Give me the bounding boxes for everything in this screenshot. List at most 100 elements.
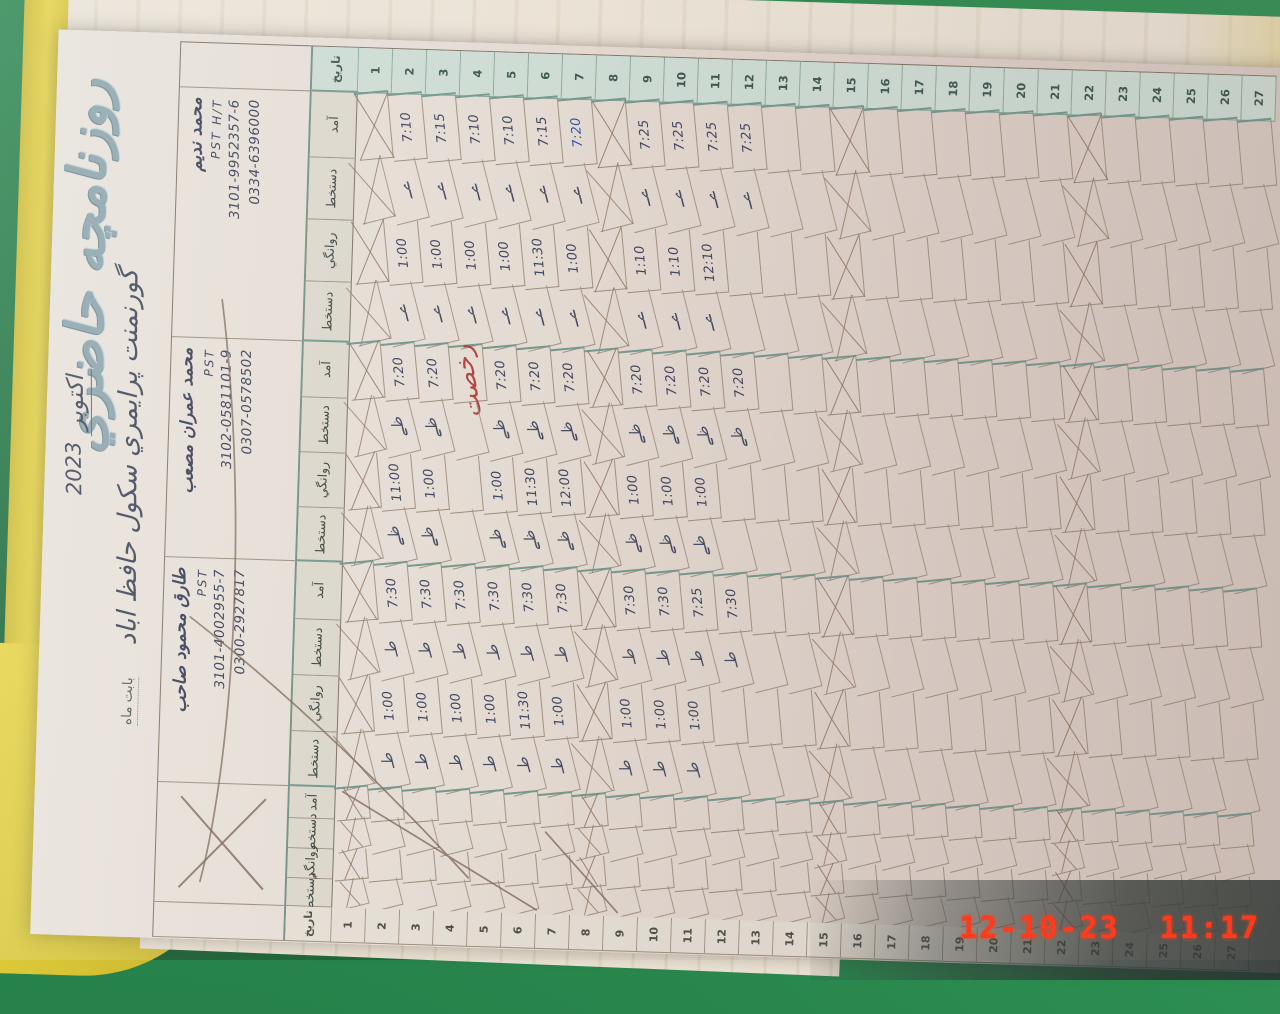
teacher-designation: PST: [194, 568, 210, 597]
arrival-time-cell: [334, 784, 371, 822]
teacher-designation: PST H/T: [208, 98, 225, 160]
departure-time-cell: 1:00: [682, 463, 722, 522]
arrival-time-cell: 7:30: [373, 560, 413, 624]
date-number-cell: 10: [663, 57, 700, 104]
departure-time-cell: 1:00: [472, 679, 511, 739]
arrival-time-cell: 7:20: [686, 350, 726, 412]
arrival-time-cell: [1183, 811, 1221, 849]
departure-time-cell: [845, 691, 885, 751]
date-number-cell-left: 9: [602, 916, 639, 953]
date-number-cell: 9: [629, 56, 666, 103]
departure-time-cell: [604, 857, 641, 891]
signature-cell: [499, 881, 540, 918]
signature-cell: [329, 876, 370, 912]
date-number-cell-left: 14: [772, 921, 808, 958]
date-number-cell-left: 6: [501, 912, 537, 949]
arrival-time-cell: [1121, 584, 1161, 648]
arrival-time-cell: 7:20: [618, 348, 658, 410]
arrival-time-cell: [605, 793, 643, 831]
arrival-time-cell: [890, 356, 930, 418]
date-number-cell: 2: [391, 48, 428, 96]
date-number-cell: 16: [867, 63, 903, 110]
arrival-time-cell: [577, 567, 617, 631]
arrival-time-cell: 7:20: [720, 351, 760, 413]
arrival-time-cell: [1081, 808, 1119, 846]
arrival-time-cell: [1019, 581, 1059, 644]
field-label-departure: روانگي: [291, 675, 340, 733]
departure-time-cell: [1049, 698, 1089, 757]
departure-time-cell: 1:00: [675, 686, 715, 746]
field-label-arrival: آمد: [309, 89, 358, 159]
departure-time-cell: 12:00: [547, 459, 586, 518]
departure-time-cell: 1:00: [539, 682, 579, 741]
date-col-corner: [179, 42, 314, 92]
date-number-cell: 14: [799, 61, 835, 108]
date-number-cell: 12: [731, 59, 767, 106]
departure-time-cell: [818, 467, 858, 526]
date-number-cell: 23: [1105, 71, 1141, 118]
date-number-cell-left: 12: [704, 919, 740, 956]
date-number-cell: 3: [425, 50, 462, 97]
arrival-time-cell: [1237, 117, 1278, 189]
arrival-time-cell: [401, 786, 439, 824]
departure-time-cell: [1233, 247, 1274, 313]
departure-time-cell: [1022, 474, 1062, 533]
school-name-line: گورنمنت پرايمري سكول حافظ اباد: [112, 268, 145, 646]
departure-time-cell: [852, 468, 892, 527]
teacher-mobile: 0300-2927817: [231, 569, 249, 675]
departure-time-cell: [468, 852, 505, 886]
date-number-cell-left: 4: [433, 910, 469, 947]
field-label-departure: روانگي: [298, 452, 347, 509]
departure-time-cell: [743, 688, 783, 748]
arrival-time-cell: 7:30: [713, 571, 753, 635]
departure-time-cell: [1226, 480, 1266, 539]
departure-time-cell: [400, 850, 437, 884]
date-number-cell: 7: [561, 54, 598, 101]
arrival-time-cell: [1162, 365, 1202, 427]
departure-time-cell: [1117, 700, 1157, 760]
arrival-time-cell: [1094, 363, 1134, 425]
departure-time-cell: [434, 851, 471, 885]
arrival-time-cell: [639, 794, 677, 832]
signature-cell: [397, 878, 438, 914]
departure-time-cell: [920, 470, 960, 529]
date-number-cell: 13: [765, 60, 801, 107]
departure-time-cell: [777, 689, 817, 749]
departure-time-cell: [336, 675, 376, 735]
date-col-header-left: تاريخ: [285, 906, 333, 943]
date-number-cell: 8: [595, 55, 632, 102]
arrival-time-cell: [1013, 805, 1051, 843]
departure-time-cell: [1185, 702, 1225, 762]
arrival-time-cell: [1196, 366, 1236, 428]
arrival-time-cell: 7:20: [516, 345, 556, 407]
teacher-header-2: محمد عمران مصعب PST 3102-0581101-9 0307-057…: [165, 337, 304, 562]
date-number-cell: 5: [493, 52, 530, 99]
departure-time-cell: 1:00: [479, 457, 518, 515]
field-label-departure: روانگي: [305, 219, 354, 283]
departure-time-cell: [886, 469, 926, 528]
arrival-time-cell: 7:30: [441, 562, 481, 626]
departure-time-cell: [581, 460, 620, 519]
departure-time-cell: [536, 854, 573, 888]
arrival-time-cell: [883, 576, 923, 640]
departure-time-cell: [502, 853, 539, 887]
arrival-time-cell: [979, 804, 1017, 842]
teacher-designation: PST: [201, 348, 217, 377]
arrival-time-cell: [1128, 364, 1168, 426]
arrival-time-cell: [673, 795, 711, 833]
arrival-time-cell: [741, 797, 779, 835]
date-number-cell: 15: [833, 62, 869, 109]
arrival-time-cell: [917, 577, 957, 641]
arrival-time-cell: [469, 788, 507, 826]
departure-time-cell: [879, 692, 919, 752]
date-number-cell-left: 11: [670, 918, 706, 955]
departure-time-cell: [981, 695, 1021, 755]
departure-time-cell: [1015, 697, 1055, 756]
arrival-time-cell: [1230, 367, 1270, 429]
teacher-mobile: 0334-6396000: [246, 99, 264, 206]
departure-time-cell: [706, 860, 743, 894]
date-number-cell-left: 7: [534, 913, 571, 950]
departure-time-cell: 11:30: [506, 681, 545, 740]
departure-time-cell: [343, 452, 382, 511]
